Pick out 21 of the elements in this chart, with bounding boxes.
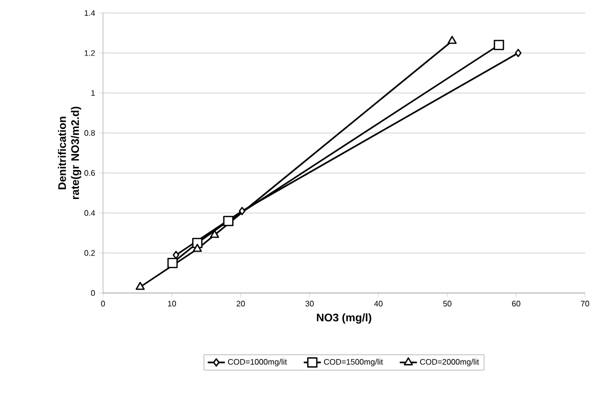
y-tick-label: 0.6 [84,170,95,176]
x-tick-label: 20 [236,300,245,306]
y-tick-label: 0 [91,290,95,296]
y-tick-label: 1 [91,90,95,96]
y-axis-title: Denitrification rate(gr NO3/m2.d) [58,106,82,200]
x-tick-label: 60 [512,300,520,306]
legend-label: COD=1000mg/lit [228,358,287,366]
y-tick-label: 0.2 [84,250,95,256]
legend-label: COD=2000mg/lit [420,358,479,366]
x-tick-label: 30 [305,300,314,306]
x-tick-label: 50 [443,300,452,306]
x-tick-label: 70 [580,300,590,306]
x-tick-label: 0 [101,300,105,306]
x-tick-label: 10 [168,300,176,306]
x-axis-title: NO3 (mg/l) [316,313,372,324]
y-tick-label: 0.4 [84,210,95,216]
y-tick-label: 1.2 [84,50,95,56]
y-tick-label: 0.8 [84,130,95,136]
legend-label: COD=1500mg/lit [324,358,383,366]
x-tick-label: 40 [374,300,383,306]
y-tick-label: 1.4 [84,10,95,16]
